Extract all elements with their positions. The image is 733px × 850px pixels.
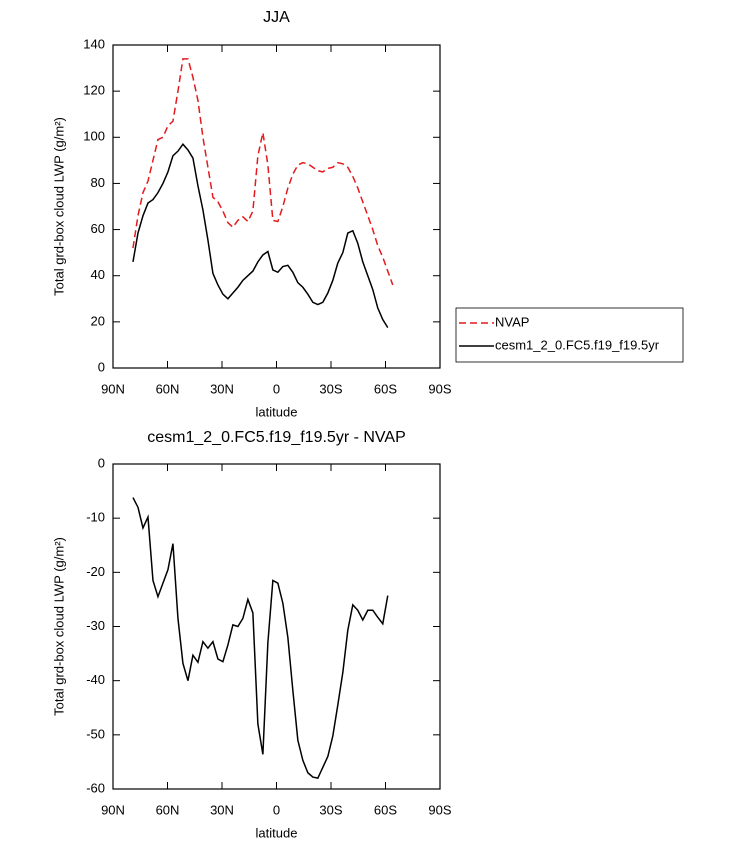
legend-label: NVAP: [495, 314, 529, 329]
series-line: [132, 58, 394, 286]
x-tick-label: 90S: [428, 802, 451, 817]
y-tick-label: 0: [98, 455, 105, 470]
x-tick-label: 90N: [101, 802, 125, 817]
x-tick-label: 30S: [319, 381, 342, 396]
x-tick-label: 30N: [210, 802, 234, 817]
plot-frame: [112, 44, 441, 369]
y-tick-label: -20: [86, 564, 105, 579]
plot-frame: [112, 463, 441, 790]
x-tick-label: 60N: [156, 381, 180, 396]
x-tick-label: 60S: [374, 802, 397, 817]
y-tick-label: 20: [91, 313, 105, 328]
legend-label: cesm1_2_0.FC5.f19_f19.5yr: [495, 337, 660, 352]
y-tick-label: 60: [91, 221, 105, 236]
y-tick-label: -30: [86, 618, 105, 633]
y-axis-label: Total grd-box cloud LWP (g/m²): [51, 117, 66, 296]
y-tick-label: -40: [86, 672, 105, 687]
y-tick-label: -50: [86, 726, 105, 741]
x-tick-label: 60S: [374, 381, 397, 396]
series-line: [132, 143, 389, 329]
difference-line: [132, 497, 389, 780]
chart-title: JJA: [263, 9, 290, 26]
y-tick-label: 100: [83, 129, 105, 144]
x-tick-label: 60N: [156, 802, 180, 817]
y-tick-label: -60: [86, 780, 105, 795]
legend-box: [455, 307, 684, 363]
chart-title: cesm1_2_0.FC5.f19_f19.5yr - NVAP: [147, 429, 406, 446]
x-tick-label: 90S: [428, 381, 451, 396]
y-tick-label: -10: [86, 510, 105, 525]
x-tick-label: 90N: [101, 381, 125, 396]
x-tick-label: 0: [273, 381, 280, 396]
x-tick-label: 30N: [210, 381, 234, 396]
y-tick-label: 0: [98, 359, 105, 374]
y-axis-label: Total grd-box cloud LWP (g/m²): [51, 537, 66, 716]
y-tick-label: 140: [83, 36, 105, 51]
y-tick-label: 80: [91, 175, 105, 190]
x-axis-label: latitude: [256, 404, 298, 419]
x-tick-label: 0: [273, 802, 280, 817]
y-tick-label: 120: [83, 83, 105, 98]
x-axis-label: latitude: [256, 825, 298, 840]
x-tick-label: 30S: [319, 802, 342, 817]
y-tick-label: 40: [91, 267, 105, 282]
